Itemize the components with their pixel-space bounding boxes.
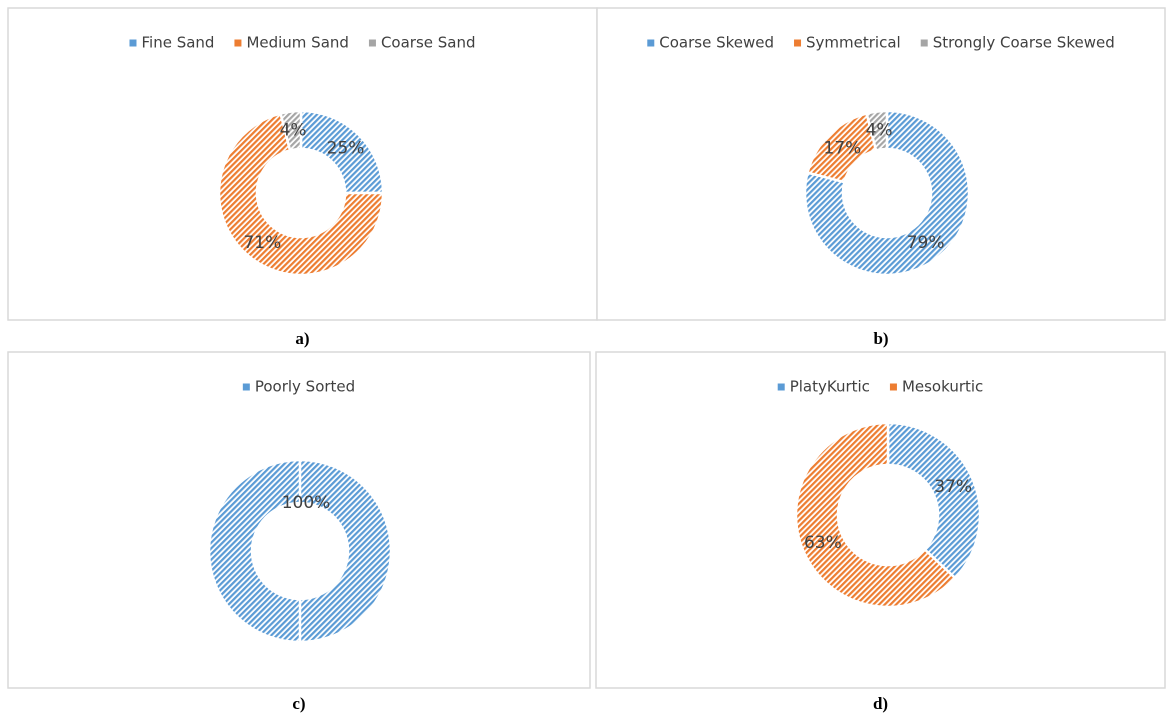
legend-label: Symmetrical (806, 34, 901, 52)
legend-label: PlatyKurtic (790, 378, 870, 396)
donut-slice (865, 109, 889, 152)
legend: PlatyKurtic Mesokurtic (777, 378, 983, 396)
donut-slice (217, 112, 385, 277)
data-label: 4% (280, 120, 307, 140)
data-label: 25% (327, 138, 365, 158)
donut-slice (299, 109, 385, 195)
data-label: 63% (804, 533, 842, 553)
data-label: 79% (907, 233, 945, 253)
legend-label: Coarse Sand (381, 34, 476, 52)
legend-label: Mesokurtic (902, 378, 983, 396)
legend: Fine Sand Medium Sand Coarse Sand (129, 34, 476, 52)
legend: Coarse Skewed Symmetrical Strongly Coarse … (647, 34, 1115, 52)
legend-label: Medium Sand (246, 34, 349, 52)
legend: Poorly Sorted (242, 378, 355, 396)
donut-slice (886, 421, 982, 580)
donut-slice (207, 458, 393, 644)
legend-swatch (889, 383, 897, 391)
data-label: 17% (824, 138, 862, 158)
panel-caption: a) (295, 329, 309, 348)
legend-label: Strongly Coarse Skewed (933, 34, 1115, 52)
legend-swatch (242, 383, 250, 391)
data-label: 100% (282, 493, 331, 513)
panel-caption: c) (292, 694, 305, 713)
legend-swatch (129, 39, 137, 47)
chart-frame (595, 351, 1166, 689)
legend-swatch (794, 39, 802, 47)
panel-caption: d) (873, 694, 888, 713)
legend-swatch (368, 39, 376, 47)
panel-caption: b) (873, 329, 888, 348)
data-label: 71% (243, 233, 281, 253)
donut-slice (803, 109, 971, 277)
legend-label: Poorly Sorted (255, 378, 355, 396)
legend-swatch (920, 39, 928, 47)
donut-slice (794, 421, 957, 609)
legend-label: Coarse Skewed (659, 34, 774, 52)
data-label: 37% (934, 477, 972, 497)
legend-label: Fine Sand (141, 34, 214, 52)
donut-slice (279, 109, 303, 152)
data-label: 4% (866, 120, 893, 140)
legend-swatch (647, 39, 655, 47)
legend-swatch (777, 383, 785, 391)
legend-swatch (234, 39, 242, 47)
